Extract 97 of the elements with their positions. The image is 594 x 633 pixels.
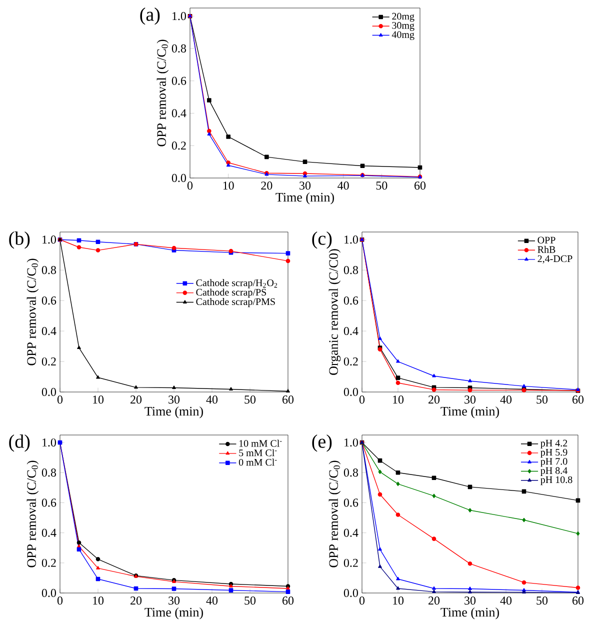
y-tick-label: 0.6 <box>42 296 56 305</box>
y-tick-label: 0.0 <box>172 174 186 182</box>
legend-label: RhB <box>538 246 556 253</box>
x-tick-label: 0 <box>359 596 365 605</box>
x-axis-title: Time (min) <box>144 406 203 418</box>
y-axis-title: OPP removal (C/C$_{0}$) <box>26 460 39 568</box>
x-tick-label: 20 <box>428 596 440 605</box>
y-tick-label: 1.0 <box>344 236 358 244</box>
x-tick-label: 20 <box>428 396 440 404</box>
legend-label: Cathode scrap/H$_{2}$O$_{2}$ <box>196 279 278 288</box>
legend-label: pH 8.4 <box>540 467 568 476</box>
y-tick-label: 0.2 <box>172 142 186 150</box>
x-tick-label: 20 <box>130 396 142 404</box>
legend-label: pH 7.0 <box>540 458 568 467</box>
y-tick-label: 0.4 <box>42 528 56 537</box>
y-tick-label: 0.0 <box>42 388 56 396</box>
legend-label: Cathode scrap/PS <box>196 288 266 298</box>
legend-label: 20mg <box>392 12 414 22</box>
y-tick-label: 0.4 <box>42 326 56 336</box>
x-tick-label: 30 <box>168 596 180 605</box>
y-tick-label: 0.6 <box>344 296 358 305</box>
legend-label: 10 mM Cl$^{-}$ <box>239 440 282 447</box>
y-axis-title: OPP removal (C/C$_{0}$) <box>328 460 341 568</box>
legend-label: 0 mM Cl$^{-}$ <box>238 458 277 466</box>
text: (b) <box>9 232 30 249</box>
y-tick-label: 0.2 <box>344 558 358 567</box>
x-tick-label: 60 <box>282 396 294 404</box>
y-tick-label: 0.0 <box>42 588 56 598</box>
x-axis-title: Time (min) <box>440 607 499 620</box>
text: (e) <box>312 434 332 452</box>
x-tick-label: 60 <box>572 396 584 404</box>
y-tick-label: 0.8 <box>344 266 358 274</box>
text: (a) <box>140 8 160 25</box>
x-tick-label: 30 <box>168 396 180 404</box>
text: (c) <box>312 232 332 249</box>
y-tick-label: 0.2 <box>344 357 358 366</box>
legend-label: OPP <box>538 236 556 244</box>
x-tick-label: 0 <box>359 396 365 404</box>
y-tick-label: 1.0 <box>172 12 186 20</box>
x-axis-title: Time (min) <box>276 192 334 204</box>
y-axis-title: OPP removal (C/C$_{0}$) <box>156 40 169 146</box>
x-tick-label: 60 <box>414 182 426 190</box>
x-tick-label: 10 <box>93 596 104 605</box>
x-tick-label: 50 <box>244 596 256 605</box>
y-tick-label: 0.2 <box>42 357 56 366</box>
x-tick-label: 0 <box>57 596 63 605</box>
x-tick-label: 40 <box>500 396 512 404</box>
y-tick-label: 0.2 <box>42 558 56 567</box>
x-axis-title: Time (min) <box>440 406 499 418</box>
x-tick-label: 0 <box>187 182 193 190</box>
legend-label: 40mg <box>392 31 414 40</box>
legend-label: 2,4-DCP <box>538 255 572 264</box>
y-tick-label: 0.0 <box>344 388 358 396</box>
y-tick-label: 0.6 <box>42 498 56 507</box>
y-tick-label: 0.0 <box>344 588 358 598</box>
x-tick-label: 20 <box>130 596 142 605</box>
x-tick-label: 10 <box>393 396 404 404</box>
x-tick-label: 40 <box>206 396 218 404</box>
legend-label: 30mg <box>392 22 414 31</box>
y-tick-label: 0.8 <box>42 468 56 477</box>
x-tick-label: 10 <box>93 396 104 404</box>
x-tick-label: 50 <box>376 182 388 190</box>
x-tick-label: 0 <box>57 396 63 404</box>
y-tick-label: 0.4 <box>344 528 358 537</box>
x-tick-label: 60 <box>282 596 294 605</box>
x-tick-label: 50 <box>244 396 256 404</box>
legend-label: pH 5.9 <box>540 448 568 458</box>
legend-label: 5 mM Cl$^{-}$ <box>239 449 277 456</box>
x-tick-label: 40 <box>500 596 512 605</box>
legend-label: pH 10.8 <box>540 476 572 486</box>
y-tick-label: 0.6 <box>344 498 358 507</box>
y-tick-label: 1.0 <box>42 236 56 244</box>
x-tick-label: 10 <box>393 596 404 605</box>
x-tick-label: 30 <box>464 596 476 605</box>
y-tick-label: 1.0 <box>42 438 56 447</box>
x-tick-label: 50 <box>536 596 548 605</box>
x-tick-label: 30 <box>464 396 476 404</box>
x-tick-label: 40 <box>206 596 218 605</box>
x-tick-label: 60 <box>572 596 584 605</box>
y-tick-label: 0.6 <box>172 76 186 85</box>
y-axis-title: OPP removal (C/C$_{0}$) <box>26 258 39 366</box>
y-axis-title: Organic removal (C/C0) <box>328 249 341 375</box>
x-tick-label: 50 <box>536 396 548 404</box>
y-tick-label: 1.0 <box>344 438 358 447</box>
x-tick-label: 10 <box>223 182 234 190</box>
y-tick-label: 0.8 <box>42 266 56 274</box>
y-tick-label: 0.4 <box>172 109 186 118</box>
x-tick-label: 30 <box>300 182 311 190</box>
y-tick-label: 0.4 <box>344 326 358 336</box>
x-tick-label: 20 <box>261 182 272 190</box>
legend-label: pH 4.2 <box>540 440 568 449</box>
legend-label: Cathode scrap/PMS <box>196 298 275 308</box>
x-tick-label: 40 <box>338 182 349 190</box>
x-axis-title: Time (min) <box>144 607 203 620</box>
text: (d) <box>9 434 30 452</box>
y-tick-label: 0.8 <box>344 468 358 477</box>
y-tick-label: 0.8 <box>172 44 186 53</box>
